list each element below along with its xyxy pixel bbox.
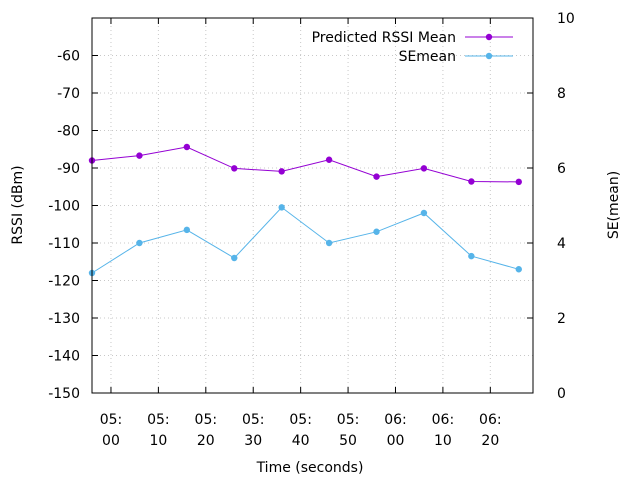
series-point-1	[468, 178, 475, 185]
legend-swatch-point	[485, 52, 493, 60]
x-tick-label: 06:	[384, 412, 407, 428]
y2-tick-label: 10	[557, 11, 575, 27]
y-tick-label: -130	[48, 311, 80, 327]
y2-tick-label: 2	[557, 311, 566, 327]
series-line-1	[91, 146, 519, 183]
series-point-2	[183, 226, 191, 234]
x-tick-label: 20	[197, 433, 215, 449]
legend-label: SEmean	[399, 49, 456, 65]
x-tick-label: 05:	[100, 412, 123, 428]
y-axis-label: RSSI (dBm)	[10, 165, 26, 244]
series-point-1	[373, 173, 380, 180]
y-tick-label: -100	[48, 199, 80, 215]
y-tick-label: -120	[48, 274, 80, 290]
x-tick-label: 05:	[337, 412, 360, 428]
x-tick-label: 05:	[195, 412, 218, 428]
series-point-1	[183, 143, 191, 151]
series-point-1	[325, 156, 333, 163]
legend-swatch-point	[485, 33, 493, 41]
y-tick-label: -110	[48, 236, 80, 252]
legend-label: Predicted RSSI Mean	[312, 30, 456, 46]
series-point-2	[373, 228, 380, 235]
y2-axis-label: SE(mean)	[606, 171, 622, 239]
y-tick-label: -140	[48, 349, 80, 365]
x-tick-label: 20	[481, 433, 499, 449]
series-point-2	[325, 239, 333, 247]
x-tick-label: 00	[387, 433, 405, 449]
y-tick-label: -90	[57, 161, 80, 177]
series-point-2	[136, 239, 143, 247]
y-tick-label: -150	[48, 386, 80, 402]
series-line-2	[91, 206, 519, 274]
y2-tick-label: 4	[557, 236, 566, 252]
y-tick-label: -60	[57, 49, 80, 65]
y2-tick-label: 8	[557, 86, 566, 102]
series-point-1	[136, 152, 143, 159]
series-point-1	[515, 178, 522, 186]
x-tick-label: 40	[292, 433, 310, 449]
y-tick-label: -70	[57, 86, 80, 102]
series-point-2	[468, 252, 475, 260]
ticks: 05:0005:1005:2005:3005:4005:5006:0006:10…	[48, 11, 575, 449]
x-tick-label: 06:	[432, 412, 455, 428]
series-point-1	[278, 168, 285, 175]
series-point-1	[231, 165, 238, 172]
y2-tick-label: 0	[557, 386, 566, 402]
y-tick-label: -80	[57, 124, 80, 140]
x-tick-label: 50	[339, 433, 357, 449]
series-point-2	[515, 266, 522, 273]
x-tick-label: 00	[102, 433, 120, 449]
x-tick-label: 30	[244, 433, 262, 449]
x-tick-label: 05:	[147, 412, 170, 428]
y2-tick-label: 6	[557, 161, 566, 177]
x-tick-label: 05:	[242, 412, 265, 428]
x-tick-label: 05:	[289, 412, 312, 428]
legend: Predicted RSSI Mean SEmean	[312, 30, 513, 65]
series-point-1	[420, 165, 428, 172]
x-tick-label: 10	[149, 433, 167, 449]
x-tick-label: 10	[434, 433, 452, 449]
x-axis-label: Time (seconds)	[256, 460, 364, 476]
x-tick-label: 06:	[479, 412, 502, 428]
series-point-2	[420, 209, 428, 217]
grid	[92, 18, 533, 393]
series-point-2	[278, 204, 285, 211]
series-layer	[88, 143, 522, 277]
series-point-2	[231, 254, 238, 262]
